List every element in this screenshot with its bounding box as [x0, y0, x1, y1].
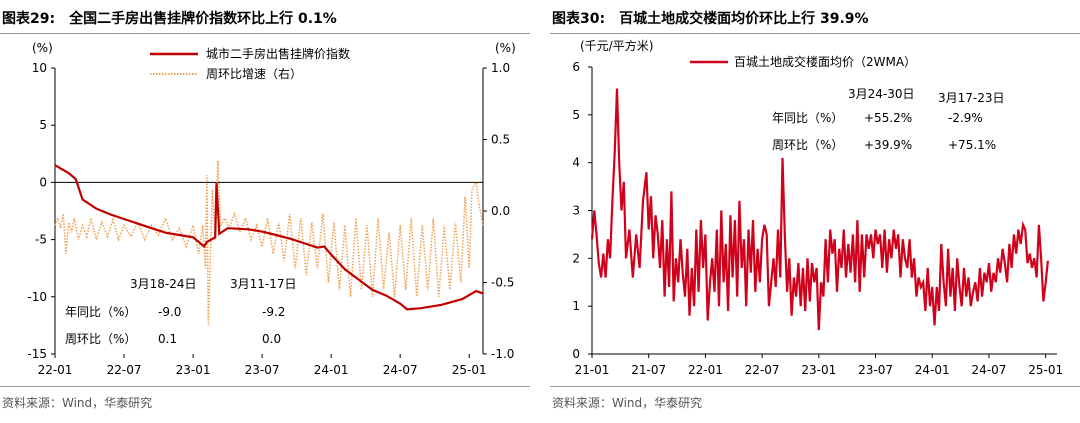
- x-axis-tick-label: 25-01: [1028, 363, 1063, 377]
- left-axis-tick-label: -10: [27, 290, 47, 304]
- table-row-label: 周环比（%）: [772, 138, 843, 152]
- source-note: 资料来源：Wind，华泰研究: [552, 396, 703, 410]
- panel-land-floor-price: 图表30: 百城土地成交楼面均价环比上行 39.9% (千元/平方米) 6 5 4 3 2 1…: [550, 0, 1080, 423]
- table-cell: -2.9%: [948, 111, 983, 125]
- right-axis-tick-label: 0.5: [491, 133, 510, 147]
- left-axis-tick-label: 0: [39, 175, 47, 189]
- table-col-header: 3月11-17日: [230, 277, 297, 291]
- left-axis-unit: (%): [32, 41, 53, 55]
- left-axis-tick-label: 6: [572, 60, 580, 74]
- table-cell: +75.1%: [948, 138, 996, 152]
- chart-land-floor-price: (千元/平方米)6 5 4 3 2 1 0 21-01 21-07 22-01 22-07 23-01…: [572, 38, 1063, 377]
- right-axis-tick-label: 0.0: [491, 204, 510, 218]
- table-cell: 0.0: [262, 332, 281, 346]
- table-row-label: 周环比（%）: [65, 332, 136, 346]
- x-axis-tick-label: 24-07: [972, 363, 1007, 377]
- source-note: 资料来源：Wind，华泰研究: [2, 396, 153, 410]
- figure-title: 全国二手房出售挂牌价指数环比上行 0.1%: [69, 11, 337, 27]
- table-cell: -9.0: [158, 305, 181, 319]
- left-axis-tick-label: 4: [572, 156, 580, 170]
- x-axis-tick-label: 22-01: [688, 363, 723, 377]
- table-cell: +55.2%: [864, 111, 912, 125]
- x-axis-tick-label: 24-01: [915, 363, 950, 377]
- title-rule: [550, 33, 1080, 34]
- figure-title: 百城土地成交楼面均价环比上行 39.9%: [619, 11, 869, 27]
- left-axis-unit: (千元/平方米): [580, 38, 653, 53]
- table-cell: +39.9%: [864, 138, 912, 152]
- figure-number: 图表30:: [552, 11, 606, 27]
- x-axis-tick-label: 22-07: [107, 363, 142, 377]
- figure-number: 图表29:: [2, 11, 56, 27]
- left-axis-tick-label: 1: [572, 299, 580, 313]
- x-axis-tick-label: 22-07: [745, 363, 780, 377]
- legend-label: 百城土地成交楼面均价（2WMA）: [734, 54, 916, 69]
- table-cell: 0.1: [158, 332, 177, 346]
- series-line-land-floor-price: [590, 88, 1049, 331]
- series-line-price-index: [54, 164, 484, 311]
- series-line-wow-growth: [54, 160, 484, 326]
- title-rule: [0, 33, 530, 34]
- x-axis-tick-label: 24-01: [314, 363, 349, 377]
- left-axis-tick-label: 3: [572, 204, 580, 218]
- source-rule: [0, 386, 530, 387]
- x-axis-tick-label: 23-07: [858, 363, 893, 377]
- x-axis-tick-label: 23-07: [245, 363, 280, 377]
- chart-title: 图表30: 百城土地成交楼面均价环比上行 39.9%: [552, 8, 869, 28]
- x-axis-tick-label: 21-01: [575, 363, 610, 377]
- table-col-header: 3月18-24日: [130, 277, 197, 291]
- left-axis-tick-label: 10: [32, 61, 47, 75]
- source-rule: [550, 386, 1080, 387]
- right-axis-tick-label: -1.0: [491, 347, 514, 361]
- x-axis-tick-label: 24-07: [383, 363, 418, 377]
- table-row-label: 年同比（%）: [65, 305, 136, 319]
- x-axis-tick-label: 22-01: [38, 363, 73, 377]
- table-col-header: 3月24-30日: [848, 87, 915, 101]
- legend-label: 周环比增速（右）: [206, 66, 302, 81]
- right-axis-tick-label: -0.5: [491, 276, 514, 290]
- left-axis-tick-label: 5: [572, 108, 580, 122]
- x-axis-tick-label: 21-07: [631, 363, 666, 377]
- table-row-label: 年同比（%）: [772, 111, 843, 125]
- left-axis-tick-label: -5: [35, 233, 47, 247]
- left-axis-tick-label: 5: [39, 118, 47, 132]
- legend-label: 城市二手房出售挂牌价指数: [206, 46, 350, 61]
- x-axis-tick-label: 25-01: [452, 363, 487, 377]
- chart-title: 图表29: 全国二手房出售挂牌价指数环比上行 0.1%: [2, 8, 337, 28]
- table-col-header: 3月17-23日: [938, 91, 1005, 105]
- x-axis-tick-label: 23-01: [176, 363, 211, 377]
- left-axis-tick-label: 2: [572, 251, 580, 265]
- chart-second-hand-price-index: (%) (%) 10 5 0 -5 -10 -15 1.0 0.5 0.0 -0.5 -1.0 22-01…: [27, 41, 516, 377]
- table-cell: -9.2: [262, 305, 285, 319]
- panel-second-hand-price-index: 图表29: 全国二手房出售挂牌价指数环比上行 0.1% (%) (%) 10 5 0 -5 -…: [0, 0, 530, 423]
- right-axis-tick-label: 1.0: [491, 61, 510, 75]
- x-axis-tick-label: 23-01: [801, 363, 836, 377]
- right-axis-unit: (%): [495, 41, 516, 55]
- left-axis-tick-label: 0: [572, 347, 580, 361]
- left-axis-tick-label: -15: [27, 347, 47, 361]
